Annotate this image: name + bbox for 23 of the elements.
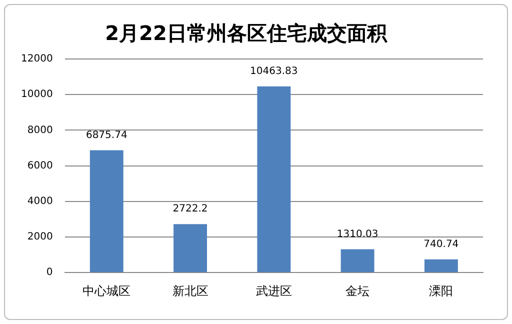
x-tick-label: 金坛 xyxy=(346,284,370,298)
data-label: 1310.03 xyxy=(336,228,378,240)
chart-title: 2月22日常州各区住宅成交面积 xyxy=(105,21,388,46)
x-tick-label: 溧阳 xyxy=(429,284,454,298)
y-tick-label: 2000 xyxy=(27,232,53,243)
x-tick-label: 中心城区 xyxy=(82,284,131,298)
x-tick-label: 新北区 xyxy=(172,284,208,298)
y-tick-label: 10000 xyxy=(21,89,53,100)
bar xyxy=(90,150,124,272)
x-tick-label: 武进区 xyxy=(256,284,292,298)
bar xyxy=(174,224,207,272)
y-tick-label: 0 xyxy=(46,267,53,278)
y-tick-label: 12000 xyxy=(21,54,53,65)
data-label: 6875.74 xyxy=(86,130,128,141)
bar xyxy=(424,259,458,272)
bar xyxy=(257,86,291,272)
data-label: 740.74 xyxy=(424,239,459,250)
y-tick-label: 4000 xyxy=(27,196,53,207)
data-label: 10463.83 xyxy=(250,66,298,77)
bar xyxy=(340,249,374,272)
data-label: 2722.2 xyxy=(172,204,208,215)
y-tick-label: 6000 xyxy=(27,160,53,172)
y-tick-label: 8000 xyxy=(27,124,53,136)
